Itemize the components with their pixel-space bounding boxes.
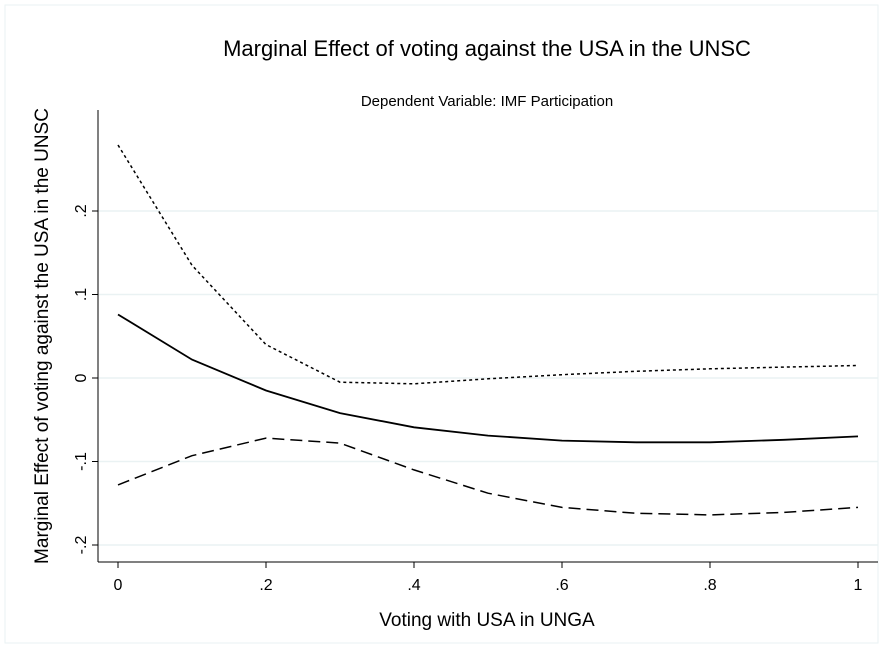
series-line-dotted — [117, 144, 859, 385]
x-tick-label: .2 — [259, 577, 272, 594]
x-tick-label: .6 — [555, 577, 568, 594]
series-layer — [117, 144, 859, 516]
x-tick-label: .4 — [407, 577, 420, 594]
outer-frame — [4, 4, 879, 644]
y-tick-label: 0 — [73, 373, 90, 382]
axes-layer — [97, 110, 878, 563]
x-axis-label: Voting with USA in UNGA — [379, 610, 595, 631]
series-line-dashed — [117, 437, 859, 516]
x-tick-label: .8 — [703, 577, 716, 594]
y-tick-label: -.2 — [73, 536, 90, 555]
chart-title: Marginal Effect of voting against the US… — [223, 36, 751, 61]
y-tick-label: .1 — [73, 288, 90, 301]
x-tick-label: 0 — [114, 577, 123, 594]
y-tick-label: .2 — [73, 204, 90, 217]
series-line-solid — [117, 313, 859, 444]
y-tick-label: -.1 — [73, 452, 90, 471]
tick-layer: -.2 -.1 0 .1 .2 0 .2 .4 .6 .8 1 — [73, 204, 863, 594]
chart-subtitle: Dependent Variable: IMF Participation — [361, 93, 613, 110]
grid-layer — [98, 210, 878, 546]
y-axis-label: Marginal Effect of voting against the US… — [32, 108, 53, 564]
x-tick-label: 1 — [854, 577, 863, 594]
